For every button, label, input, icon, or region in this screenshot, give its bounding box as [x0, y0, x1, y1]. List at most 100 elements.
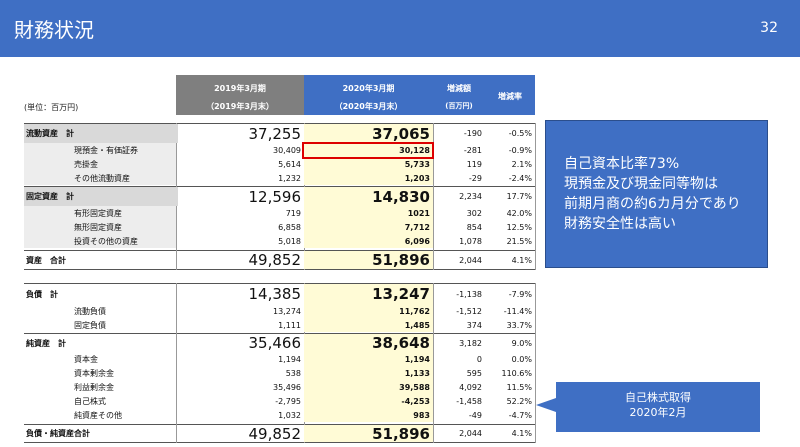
- cell-rate: -4.7%: [508, 410, 532, 420]
- callout-line: 自己株式取得: [625, 391, 691, 404]
- row-label: 負債 計: [26, 289, 58, 299]
- cell-2020: 13,247: [304, 284, 433, 304]
- table-row: 固定負債 1,111 1,485 374 33.7%: [24, 318, 535, 332]
- callout-pointer-arrow: [536, 398, 556, 412]
- cell-2019: 5,614: [278, 159, 301, 169]
- cell-rate: -0.9%: [508, 145, 532, 155]
- cell-rate: -0.5%: [508, 129, 532, 138]
- cell-rate: 9.0%: [511, 338, 532, 348]
- cell-rate: 17.7%: [506, 192, 532, 201]
- table-row-current-assets: 流動資産 計 37,255 37,065 -190 -0.5%: [24, 124, 535, 143]
- cell-diff: -1,138: [456, 289, 482, 299]
- cell-2020: -4,253: [304, 394, 433, 408]
- column-divider: [433, 283, 434, 443]
- column-divider: [176, 283, 177, 443]
- row-label: 流動資産 計: [24, 124, 178, 143]
- row-label: 現預金・有価証券: [24, 143, 176, 157]
- cell-2019: 6,858: [278, 222, 301, 232]
- row-label: 利益剰余金: [74, 382, 114, 392]
- cell-2020: 11,762: [304, 304, 433, 318]
- table-row: 自己株式 -2,795 -4,253 -1,458 52.2%: [24, 394, 535, 408]
- cell-diff: 119: [466, 159, 482, 169]
- column-header-2020-line2: （2020年3月末）: [334, 102, 403, 111]
- table-row: 純資産その他 1,032 983 -49 -4.7%: [24, 408, 535, 422]
- table-row: 流動負債 13,274 11,762 -1,512 -11.4%: [24, 304, 535, 318]
- table-row: 売掛金 5,614 5,733 119 2.1%: [24, 157, 535, 171]
- cell-rate: -2.4%: [508, 173, 532, 183]
- table-rule: [24, 283, 535, 284]
- cell-rate: -11.4%: [503, 306, 532, 316]
- table-row-liabilities: 負債 計 14,385 13,247 -1,138 -7.9%: [24, 284, 535, 304]
- callout-line: 現預金及び現金同等物は: [564, 176, 718, 192]
- cell-2020: 51,896: [304, 425, 433, 443]
- column-divider: [433, 123, 434, 270]
- cell-2020: 37,065: [304, 124, 433, 143]
- row-label: 固定資産 計: [24, 187, 178, 206]
- table-rule: [24, 442, 535, 443]
- column-header-rate-label: 増減率: [498, 92, 522, 101]
- row-label: 資産 合計: [26, 255, 66, 265]
- column-header-2019-line1: 2019年3月期: [214, 84, 266, 93]
- cell-diff: 0: [476, 354, 482, 364]
- cell-2020: 1,203: [304, 171, 433, 185]
- cell-2020: 6,096: [304, 234, 433, 248]
- cell-2020: 983: [304, 408, 433, 422]
- column-header-rate: 増減率: [485, 75, 535, 115]
- cell-2019: 13,274: [273, 306, 301, 316]
- cell-rate: 0.0%: [511, 354, 532, 364]
- cell-2019: 49,852: [248, 251, 302, 269]
- table-row: 現預金・有価証券 30,409 30,128 -281 -0.9%: [24, 143, 535, 157]
- column-header-2019: 2019年3月期 （2019年3月末）: [176, 75, 304, 115]
- cell-2019: 30,409: [273, 145, 301, 155]
- callout-line: 財務安全性は高い: [564, 216, 676, 232]
- column-header-2019-line2: （2019年3月末）: [206, 102, 274, 111]
- cell-diff: 1,078: [459, 236, 482, 246]
- table-rule: [24, 250, 535, 251]
- row-label: 資本剰余金: [74, 368, 114, 378]
- row-label: 資本金: [74, 354, 98, 364]
- table-row: 利益剰余金 35,496 39,588 4,092 11.5%: [24, 380, 535, 394]
- cell-diff: 302: [466, 208, 482, 218]
- cell-diff: -49: [468, 410, 482, 420]
- row-label: 無形固定資産: [24, 220, 176, 234]
- cell-2019: 37,255: [248, 124, 302, 143]
- slide-title: 財務状況: [14, 18, 94, 42]
- cell-2020: 30,128: [304, 143, 433, 157]
- column-header-2020-line1: 2020年3月期: [342, 84, 395, 93]
- cell-diff: 3,182: [459, 338, 482, 348]
- row-label: 純資産その他: [74, 410, 122, 420]
- cell-2020: 7,712: [304, 220, 433, 234]
- cell-diff: -190: [463, 129, 482, 138]
- cell-rate: 12.5%: [506, 222, 532, 232]
- callout-line: 自己資本比率73%: [564, 156, 680, 172]
- unit-label: (単位：百万円): [24, 103, 79, 112]
- table-rule: [24, 269, 535, 270]
- column-divider: [535, 283, 536, 443]
- row-label: 流動負債: [74, 306, 106, 316]
- cell-diff: 2,044: [459, 255, 482, 265]
- table-row: 有形固定資産 719 1021 302 42.0%: [24, 206, 535, 220]
- cell-diff: 2,044: [459, 429, 482, 438]
- cell-2019: 719: [285, 208, 301, 218]
- cell-2019: 35,466: [248, 334, 302, 352]
- cell-diff: 595: [466, 368, 482, 378]
- row-label: 売掛金: [24, 157, 176, 171]
- cell-rate: 110.6%: [501, 368, 532, 378]
- cell-2020: 1,485: [304, 318, 433, 332]
- cell-diff: -1,458: [456, 396, 482, 406]
- cell-diff: 4,092: [459, 382, 482, 392]
- table-row: その他流動資産 1,232 1,203 -29 -2.4%: [24, 171, 535, 185]
- cell-diff: 2,234: [459, 192, 482, 201]
- callout-line: 前期月商の約6カ月分であり: [564, 196, 741, 212]
- cell-2020: 51,896: [304, 251, 433, 269]
- table-rule: [24, 424, 535, 425]
- cell-rate: 4.1%: [511, 255, 532, 265]
- equity-ratio-callout: 自己資本比率73% 現預金及び現金同等物は 前期月商の約6カ月分であり 財務安全…: [545, 120, 768, 268]
- cell-2019: 14,385: [248, 285, 302, 303]
- cell-2019: 1,111: [278, 320, 301, 330]
- row-label: 純資産 計: [26, 338, 66, 348]
- cell-2019: 1,232: [278, 173, 301, 183]
- column-header-2020: 2020年3月期 （2020年3月末）: [304, 75, 433, 115]
- cell-rate: -7.9%: [508, 289, 532, 299]
- table-row-total-liabilities-equity: 負債・純資産合計 49,852 51,896 2,044 4.1%: [24, 425, 535, 443]
